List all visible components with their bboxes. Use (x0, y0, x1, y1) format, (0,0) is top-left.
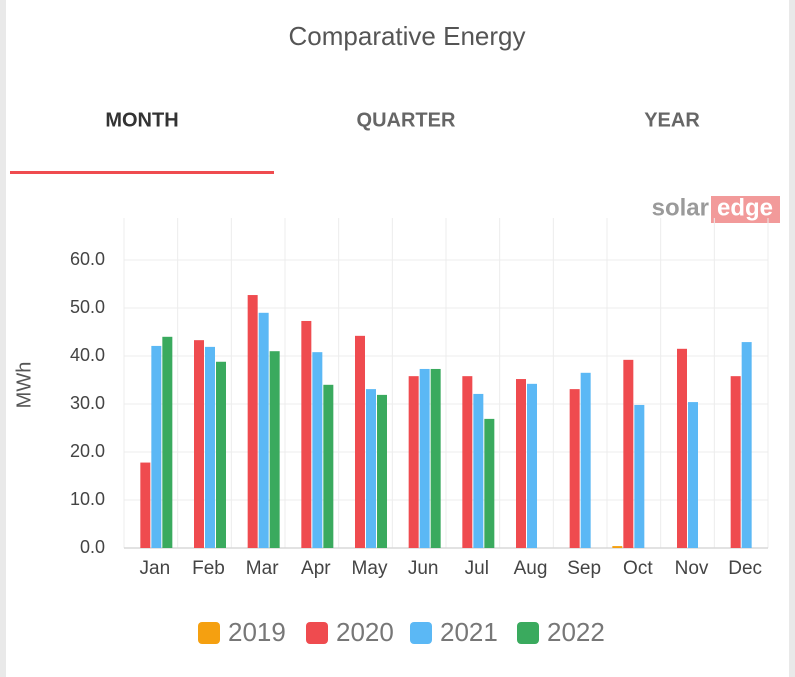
logo-left: solar (652, 194, 709, 221)
y-tick-label: 40.0 (70, 345, 105, 365)
bar (140, 462, 151, 548)
x-tick-label: Aug (514, 558, 548, 579)
bar (366, 389, 376, 548)
bar (580, 372, 591, 548)
tab[interactable]: MONTH (105, 109, 178, 131)
x-tick-label: Mar (246, 558, 279, 579)
legend-swatch (517, 622, 539, 644)
bar (516, 379, 526, 548)
bar (688, 402, 698, 548)
card (6, 0, 789, 677)
x-tick-label: May (352, 558, 388, 579)
y-tick-label: 30.0 (70, 393, 105, 413)
y-tick-label: 10.0 (70, 489, 105, 509)
bar (419, 368, 430, 548)
bar (312, 352, 323, 548)
x-tick-label: Jul (465, 558, 489, 579)
bar (151, 345, 162, 548)
y-tick-label: 60.0 (70, 249, 105, 269)
legend-label: 2021 (440, 617, 498, 647)
bar (301, 320, 312, 548)
x-tick-label: Jun (408, 558, 439, 579)
bar (258, 312, 269, 548)
bar (484, 418, 495, 548)
x-tick-label: Nov (675, 558, 709, 579)
tab[interactable]: YEAR (644, 109, 700, 131)
x-tick-label: Sep (567, 558, 601, 579)
bar (323, 384, 334, 548)
bar (355, 335, 365, 548)
bar (377, 394, 387, 548)
x-tick-label: Feb (192, 558, 225, 579)
bar (162, 336, 173, 548)
y-tick-label: 20.0 (70, 441, 105, 461)
y-tick-label: 0.0 (80, 537, 105, 557)
bar (623, 359, 634, 548)
bar (269, 351, 280, 548)
bar (527, 383, 537, 548)
bar (569, 389, 580, 548)
y-tick-label: 50.0 (70, 297, 105, 317)
legend-label: 2020 (336, 617, 394, 647)
x-tick-label: Jan (140, 558, 171, 579)
bar (205, 346, 215, 548)
bar (408, 376, 419, 548)
legend-swatch (198, 622, 220, 644)
x-tick-label: Dec (728, 558, 762, 579)
legend-swatch (306, 622, 328, 644)
y-axis-title: MWh (13, 362, 35, 409)
bar (247, 295, 258, 548)
tab-indicator (10, 171, 274, 174)
bar (612, 546, 623, 548)
bar (216, 361, 226, 548)
bar (730, 376, 741, 548)
legend-label: 2019 (228, 617, 286, 647)
bar (677, 348, 687, 548)
logo-right: edge (717, 194, 773, 221)
bar (462, 376, 473, 548)
bar (634, 404, 645, 548)
bar (194, 340, 204, 548)
legend-swatch (410, 622, 432, 644)
chart-title: Comparative Energy (289, 21, 526, 51)
tab[interactable]: QUARTER (357, 109, 456, 131)
bar (473, 393, 484, 548)
legend-label: 2022 (547, 617, 605, 647)
x-tick-label: Apr (301, 558, 331, 579)
bar (430, 368, 441, 548)
x-tick-label: Oct (623, 558, 653, 579)
bar (741, 342, 752, 548)
